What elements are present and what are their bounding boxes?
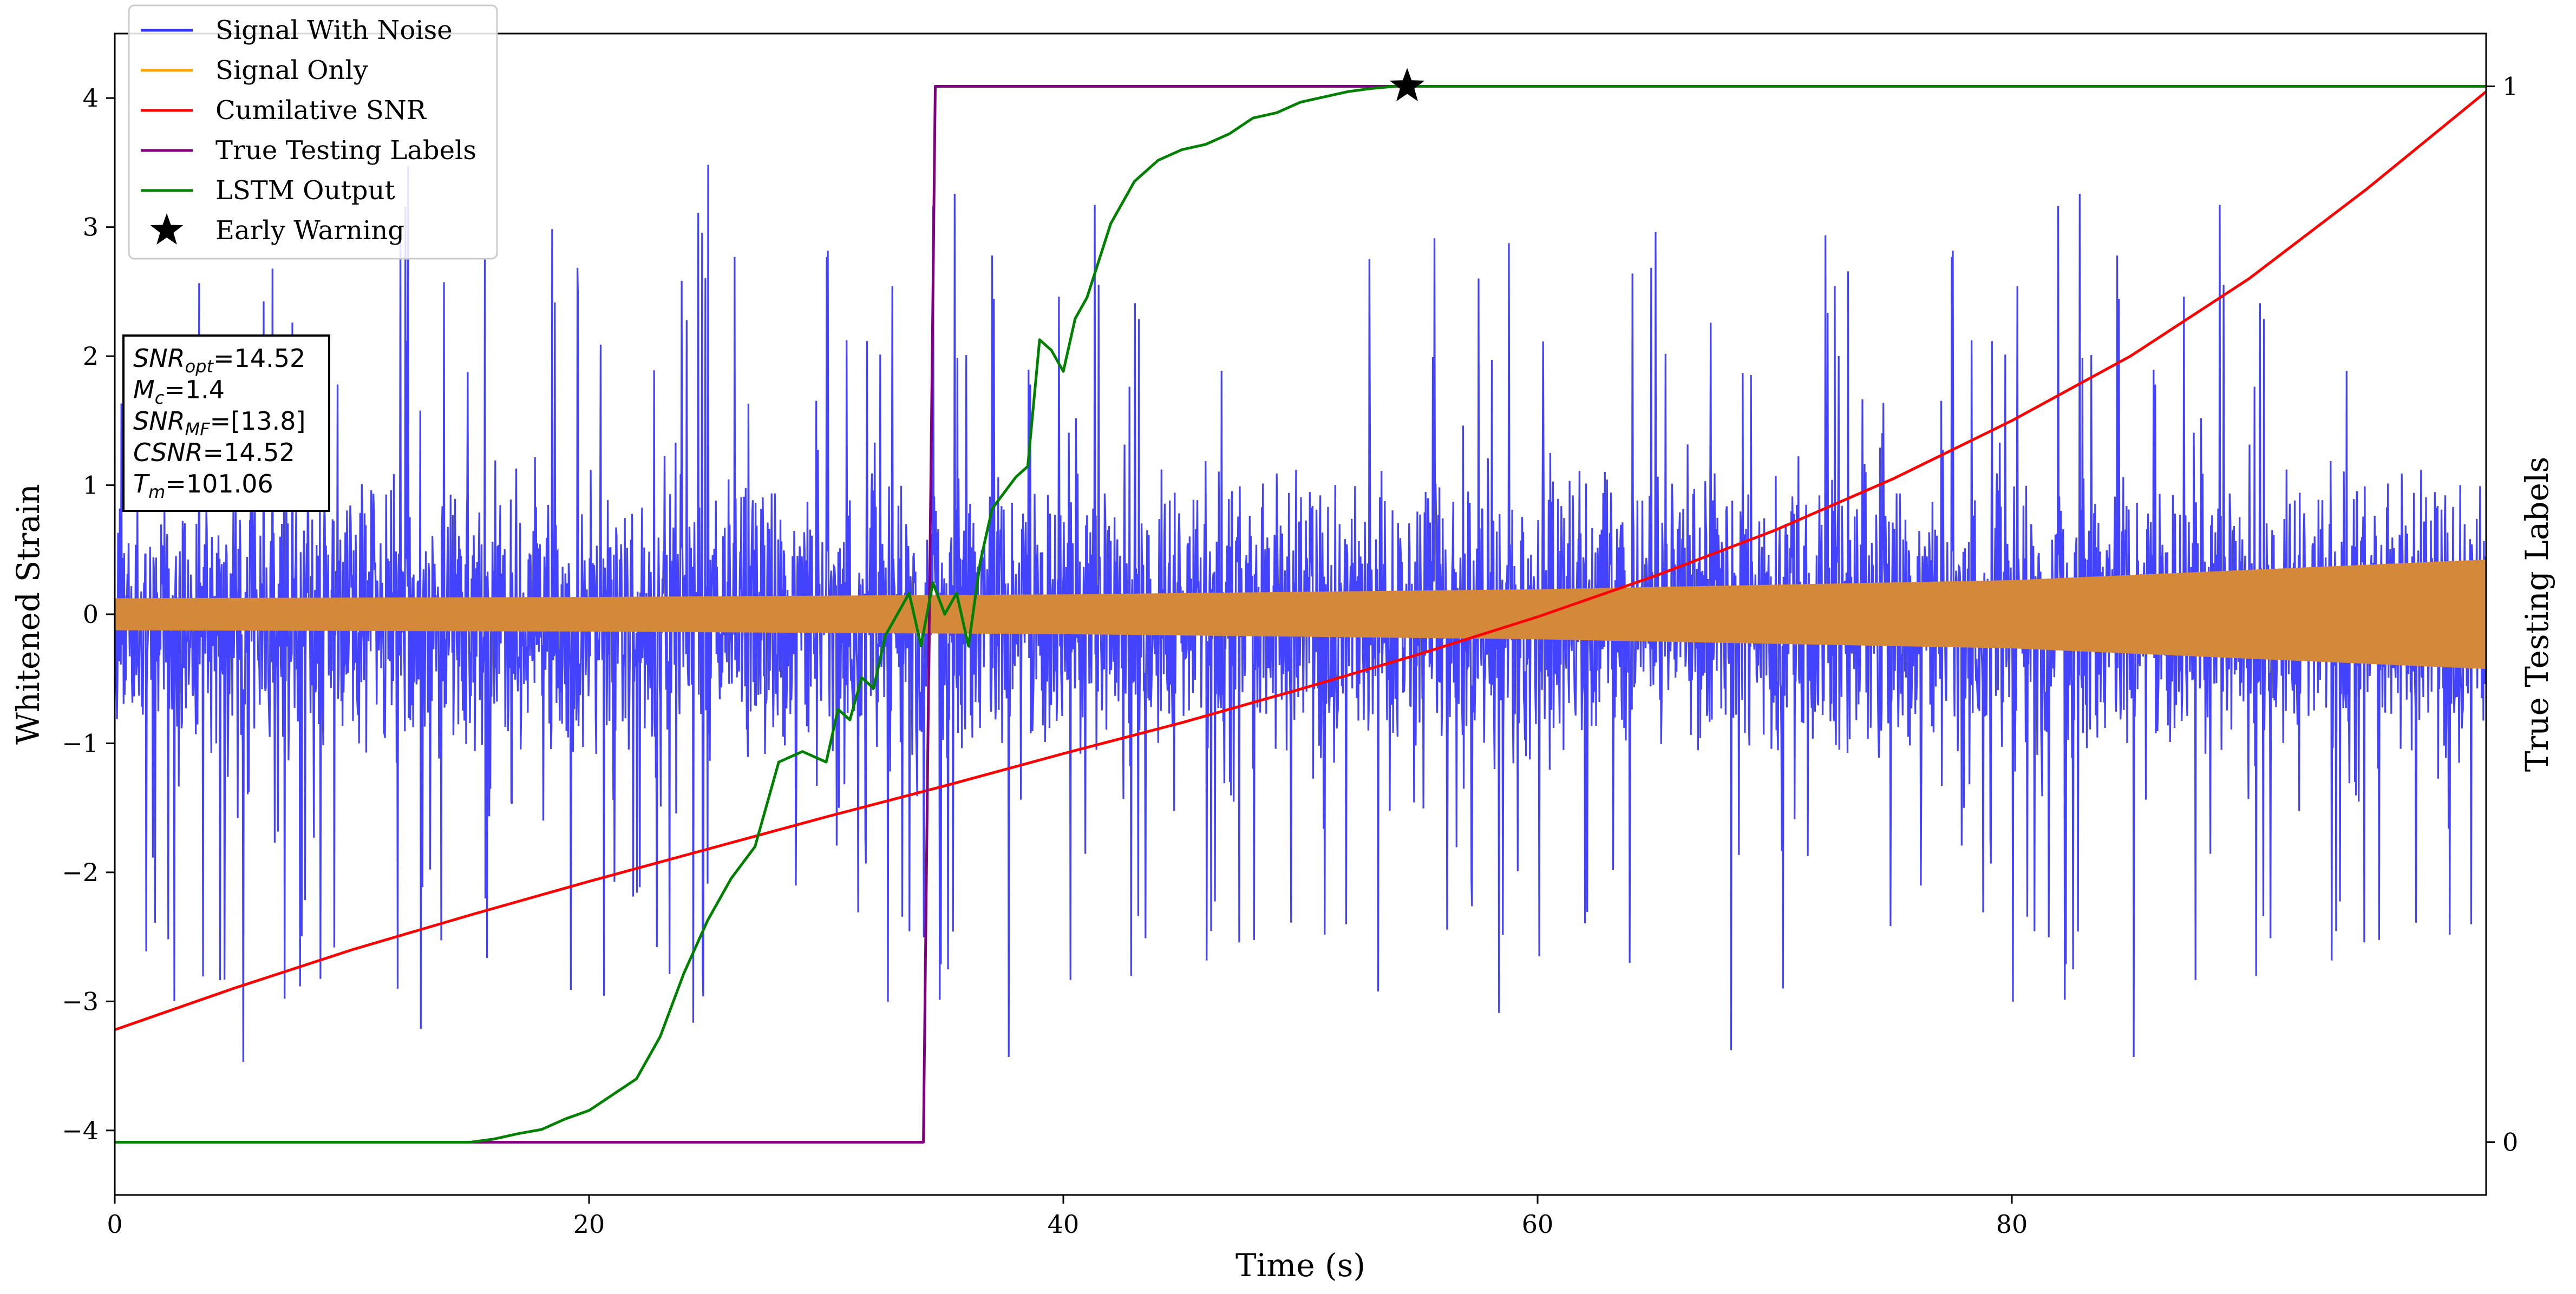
early-warning-marker <box>1389 68 1425 102</box>
y-tick-label: −2 <box>62 858 99 887</box>
y-tick-label: −1 <box>62 728 99 758</box>
y-tick-label: 2 <box>83 341 99 371</box>
y-tick-label: 0 <box>83 600 99 629</box>
y-tick-label: 4 <box>83 83 99 113</box>
info-line: SNRMF=[13.8] <box>133 406 305 439</box>
series-cumilative-snr <box>114 90 2487 1032</box>
info-line: SNRopt=14.52 <box>133 344 305 377</box>
legend-star-icon <box>150 213 184 245</box>
info-box-frame <box>122 334 330 512</box>
x-tick-label: 60 <box>1522 1210 1554 1239</box>
x-tick-label: 40 <box>1048 1210 1080 1239</box>
lines-layer <box>114 68 2487 1144</box>
y-tick-label: 1 <box>83 471 99 500</box>
x-tick-label: 0 <box>107 1210 122 1239</box>
y-tick-label: −3 <box>62 987 99 1016</box>
y-right-tick-label: 0 <box>2502 1127 2518 1157</box>
info-box: SNRopt=14.52Mc=1.4SNRMF=[13.8]CSNR=14.52… <box>122 334 330 512</box>
legend-label: Signal With Noise <box>215 15 453 45</box>
x-tick-label: 20 <box>573 1210 605 1239</box>
x-axis-label: Time (s) <box>1235 1247 1365 1284</box>
x-tick-label: 80 <box>1996 1210 2028 1239</box>
legend-frame <box>128 4 498 260</box>
legend-label: LSTM Output <box>215 175 395 206</box>
y-tick-label: 3 <box>83 213 99 242</box>
legend-label: Signal Only <box>215 55 368 86</box>
info-line: Mc=1.4 <box>133 375 225 408</box>
legend-label: Early Warning <box>215 215 404 246</box>
legend-label: Cumilative SNR <box>215 95 427 126</box>
legend-label: True Testing Labels <box>215 135 476 166</box>
series-lstm-output <box>115 85 2486 1144</box>
y-tick-label: −4 <box>62 1116 99 1145</box>
y-right-tick-label: 1 <box>2502 72 2518 101</box>
legend: Signal With Noise Signal Only Cumilative S… <box>128 4 498 260</box>
info-line: CSNR=14.52 <box>133 438 295 467</box>
y-axis-label: Whitened Strain <box>10 484 47 745</box>
info-line: Tm=101.06 <box>133 469 273 502</box>
y-axis-right-label: True Testing Labels <box>2519 457 2555 772</box>
